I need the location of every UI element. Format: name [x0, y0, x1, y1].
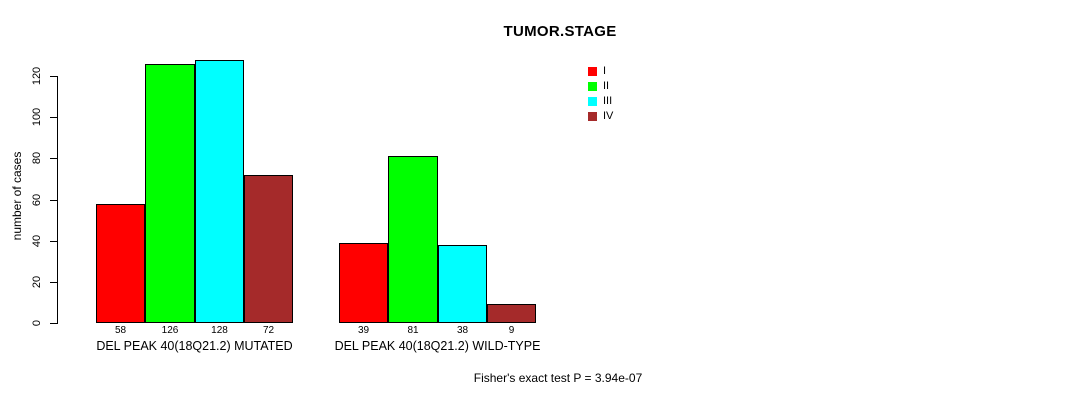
legend-swatch: [588, 67, 597, 76]
legend-item: II: [588, 79, 609, 94]
legend-swatch: [588, 112, 597, 121]
y-tick-label: 60: [31, 193, 43, 207]
bar-value-label: 81: [407, 325, 419, 336]
y-tick: [50, 158, 57, 159]
y-tick-label: 20: [31, 275, 43, 289]
y-tick: [50, 323, 57, 324]
y-tick: [50, 282, 57, 283]
y-tick: [50, 241, 57, 242]
y-tick-label: 80: [31, 151, 43, 165]
bar-stage-iii-group1: [195, 60, 244, 323]
bar-stage-iv-group1: [244, 175, 293, 323]
legend-label: III: [603, 95, 613, 107]
bar-value-label: 38: [456, 325, 469, 336]
legend-swatch: [588, 97, 597, 106]
bar-stage-i-group1: [96, 204, 145, 323]
legend-label: II: [603, 80, 610, 92]
bar-stage-iii-group2: [438, 245, 487, 323]
y-axis-line: [57, 76, 58, 324]
fisher-test-annotation: Fisher's exact test P = 3.94e-07: [473, 371, 643, 385]
bar-stage-iv-group2: [487, 304, 536, 323]
bar-value-label: 39: [357, 325, 370, 336]
bar-value-label: 126: [161, 325, 179, 336]
y-tick: [50, 200, 57, 201]
legend-label: IV: [603, 110, 614, 122]
bar-stage-ii-group1: [145, 64, 195, 323]
legend-item: I: [588, 64, 606, 79]
bar-stage-i-group2: [339, 243, 388, 323]
y-tick-label: 120: [31, 66, 43, 86]
group-label: DEL PEAK 40(18Q21.2) WILD-TYPE: [334, 339, 541, 353]
chart-title: TUMOR.STAGE: [503, 23, 617, 40]
y-tick-label: 40: [31, 234, 43, 248]
legend-item: III: [588, 94, 612, 109]
y-tick-label: 100: [31, 107, 43, 127]
legend-swatch: [588, 82, 597, 91]
y-axis-label: number of cases: [10, 151, 24, 241]
group-label: DEL PEAK 40(18Q21.2) MUTATED: [96, 339, 293, 353]
bar-value-label: 128: [211, 325, 228, 336]
bar-stage-ii-group2: [388, 156, 438, 323]
legend-item: IV: [588, 109, 613, 124]
bar-value-label: 72: [262, 325, 275, 336]
legend-label: I: [603, 65, 607, 77]
y-tick: [50, 76, 57, 77]
bar-value-label: 9: [508, 325, 515, 336]
bar-value-label: 58: [114, 325, 127, 336]
y-tick: [50, 117, 57, 118]
y-tick-label: 0: [31, 319, 43, 327]
